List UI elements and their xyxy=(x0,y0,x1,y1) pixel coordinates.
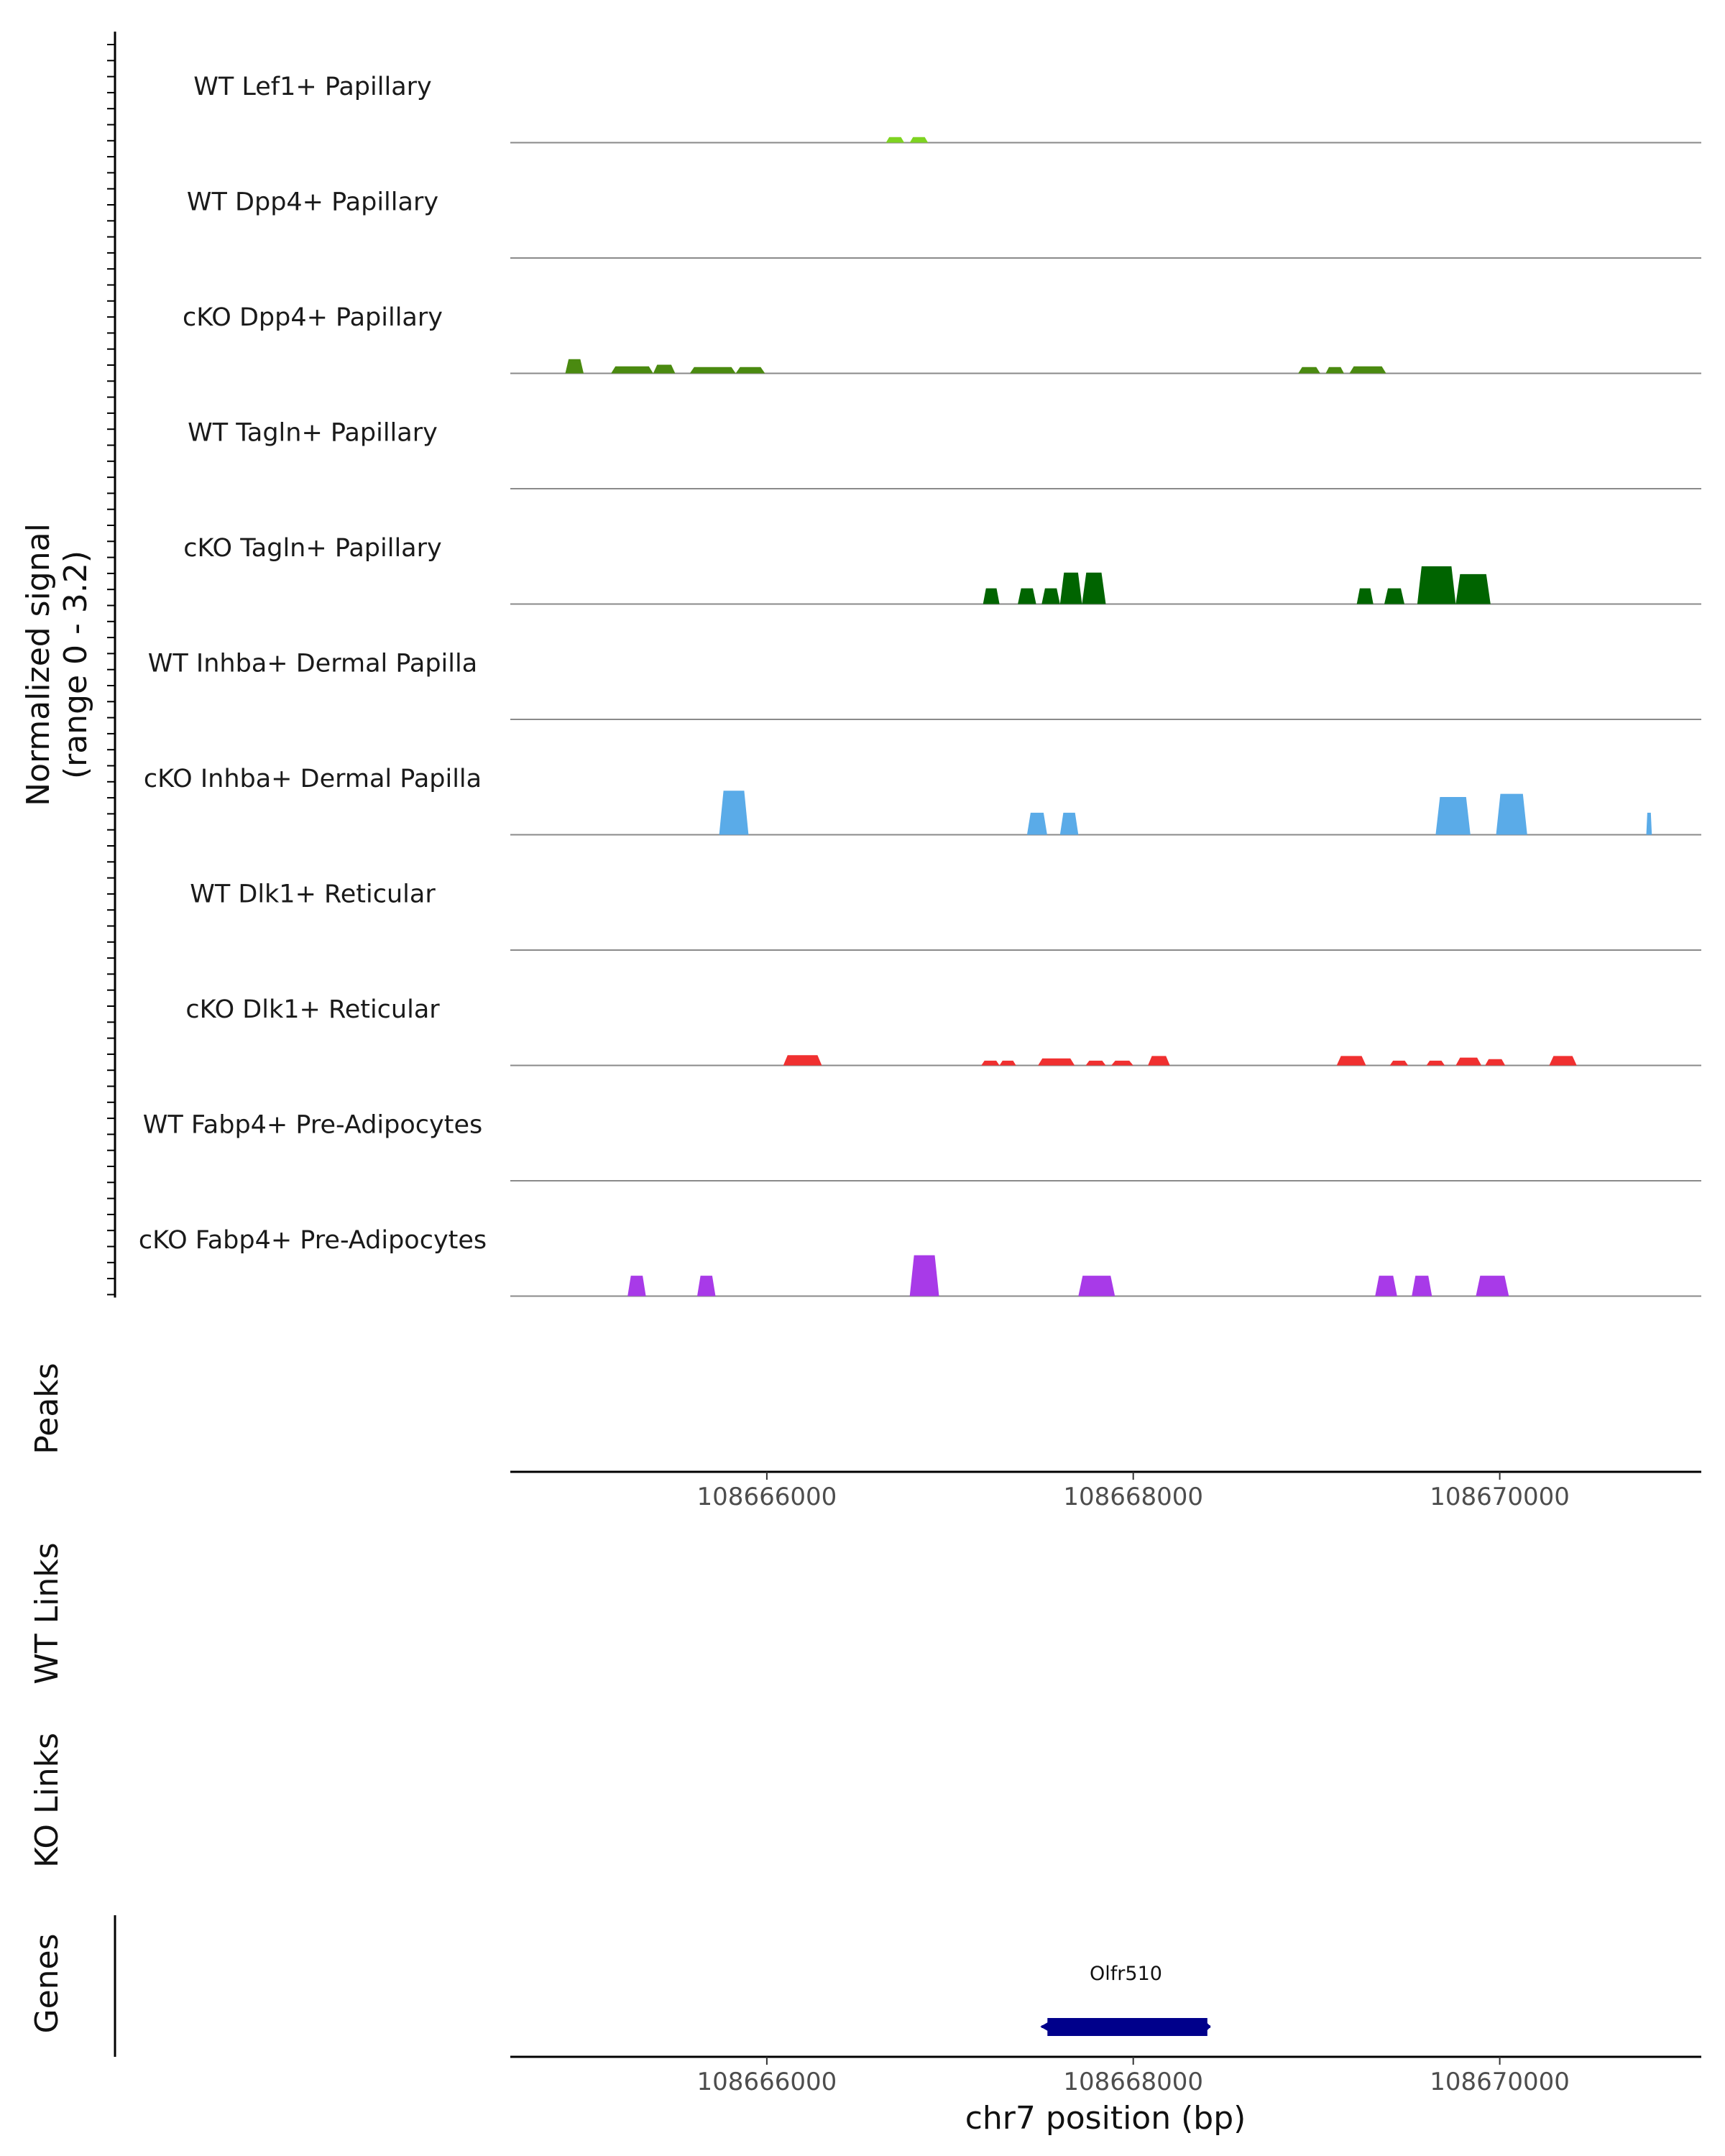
signal-peak xyxy=(1384,588,1404,604)
signal-peak xyxy=(1485,1059,1506,1066)
signal-peak xyxy=(1389,1060,1409,1066)
ko-links-track-label: KO Links xyxy=(29,1733,65,1868)
signal-peak xyxy=(1038,1058,1075,1066)
signal-peak xyxy=(697,1276,716,1296)
signal-peak xyxy=(1549,1056,1577,1066)
signal-peak xyxy=(1646,812,1652,835)
signal-peak xyxy=(1325,367,1344,374)
x-tick-label: 108670000 xyxy=(1430,2068,1570,2096)
signal-peak xyxy=(1148,1056,1170,1066)
track-label: cKO Dpp4+ Papillary xyxy=(183,303,443,332)
signal-peak xyxy=(1417,566,1456,604)
track-label: WT Dlk1+ Reticular xyxy=(190,880,436,909)
genes-x-axis-ticks: 108666000 108668000 108670000 xyxy=(697,2057,1570,2096)
track-label: WT Dpp4+ Papillary xyxy=(187,188,438,217)
track-wt-fabp4-pre-adipocytes: WT Fabp4+ Pre-Adipocytes xyxy=(143,1111,1701,1181)
signal-axis xyxy=(107,32,116,1298)
signal-peak xyxy=(783,1055,822,1066)
coverage-tracks: WT Lef1+ Papillary WT Dpp4+ Papillary cKO … xyxy=(139,73,1701,1297)
signal-peak xyxy=(1412,1276,1432,1296)
signal-peak xyxy=(689,367,736,374)
signal-peak xyxy=(1336,1056,1366,1066)
genes-track-label: Genes xyxy=(29,1933,65,2033)
wt-links-track-label: WT Links xyxy=(29,1542,65,1684)
track-label: cKO Tagln+ Papillary xyxy=(183,534,442,563)
x-tick-label: 108668000 xyxy=(1063,2068,1203,2096)
track-cko-fabp4-pre-adipocytes: cKO Fabp4+ Pre-Adipocytes xyxy=(139,1226,1701,1297)
signal-peak xyxy=(1085,1060,1106,1066)
track-wt-dpp4-papillary: WT Dpp4+ Papillary xyxy=(187,188,1701,259)
signal-peak xyxy=(1078,1276,1116,1296)
signal-peak xyxy=(1455,1057,1482,1066)
signal-peak xyxy=(1041,588,1060,604)
signal-peak xyxy=(1426,1060,1445,1066)
track-label: WT Lef1+ Papillary xyxy=(193,73,432,101)
signal-peak xyxy=(999,1060,1016,1066)
peaks-x-axis-ticks: 108666000 108668000 108670000 xyxy=(697,1472,1570,1511)
signal-peak xyxy=(1476,1276,1509,1296)
track-label: WT Fabp4+ Pre-Adipocytes xyxy=(143,1111,482,1140)
signal-peak xyxy=(1349,366,1386,374)
x-tick-label: 108666000 xyxy=(697,1483,837,1511)
signal-peak xyxy=(1059,572,1082,604)
signal-peak xyxy=(886,137,905,143)
peaks-track-label: Peaks xyxy=(29,1363,65,1454)
track-cko-dlk1-reticular: cKO Dlk1+ Reticular xyxy=(185,995,1701,1067)
signal-axis-title-line2: (range 0 - 3.2) xyxy=(58,550,94,779)
signal-peak xyxy=(1082,572,1106,604)
x-tick-label: 108666000 xyxy=(697,2068,837,2096)
signal-peak xyxy=(719,791,749,835)
track-label: cKO Inhba+ Dermal Papilla xyxy=(144,765,482,793)
track-cko-tagln-papillary: cKO Tagln+ Papillary xyxy=(183,534,1701,605)
gene-strand-arrow xyxy=(1040,2019,1054,2034)
track-label: WT Tagln+ Papillary xyxy=(188,419,438,448)
x-tick-label: 108670000 xyxy=(1430,1483,1570,1511)
signal-axis-title-line1: Normalized signal xyxy=(20,523,57,806)
track-label: cKO Fabp4+ Pre-Adipocytes xyxy=(139,1226,487,1255)
track-wt-lef1-papillary: WT Lef1+ Papillary xyxy=(193,73,1701,144)
track-wt-inhba-dermal-papilla: WT Inhba+ Dermal Papilla xyxy=(148,650,1701,720)
signal-peak xyxy=(1435,797,1471,835)
track-cko-inhba-dermal-papilla: cKO Inhba+ Dermal Papilla xyxy=(144,765,1701,836)
signal-peak xyxy=(1356,588,1374,604)
gene-exon xyxy=(1047,2018,1208,2036)
signal-peak xyxy=(983,588,1000,604)
gene-track: Olfr510 xyxy=(1040,1963,1211,2036)
signal-peak xyxy=(1026,812,1047,835)
signal-peak xyxy=(1298,367,1320,374)
signal-peak xyxy=(981,1060,1000,1066)
signal-peak xyxy=(565,359,584,374)
signal-peak xyxy=(1375,1276,1397,1296)
x-axis-title: chr7 position (bp) xyxy=(965,2100,1246,2137)
signal-peak xyxy=(627,1276,646,1296)
signal-peak xyxy=(1455,573,1491,604)
signal-peak xyxy=(1059,812,1079,835)
signal-peak xyxy=(611,366,653,374)
track-wt-dlk1-reticular: WT Dlk1+ Reticular xyxy=(190,880,1701,951)
signal-peak xyxy=(909,137,929,143)
signal-peak xyxy=(735,367,765,374)
signal-peak xyxy=(653,364,676,374)
track-label: WT Inhba+ Dermal Papilla xyxy=(148,650,477,678)
signal-peak xyxy=(909,1255,939,1296)
gene-name-label: Olfr510 xyxy=(1090,1963,1162,1985)
x-tick-label: 108668000 xyxy=(1063,1483,1203,1511)
gene-end-cap xyxy=(1202,2019,1211,2034)
track-label: cKO Dlk1+ Reticular xyxy=(185,995,440,1024)
signal-peak xyxy=(1496,793,1527,835)
signal-peak xyxy=(1111,1060,1133,1066)
track-wt-tagln-papillary: WT Tagln+ Papillary xyxy=(188,419,1701,489)
signal-peak xyxy=(1018,588,1036,604)
track-cko-dpp4-papillary: cKO Dpp4+ Papillary xyxy=(183,303,1701,374)
